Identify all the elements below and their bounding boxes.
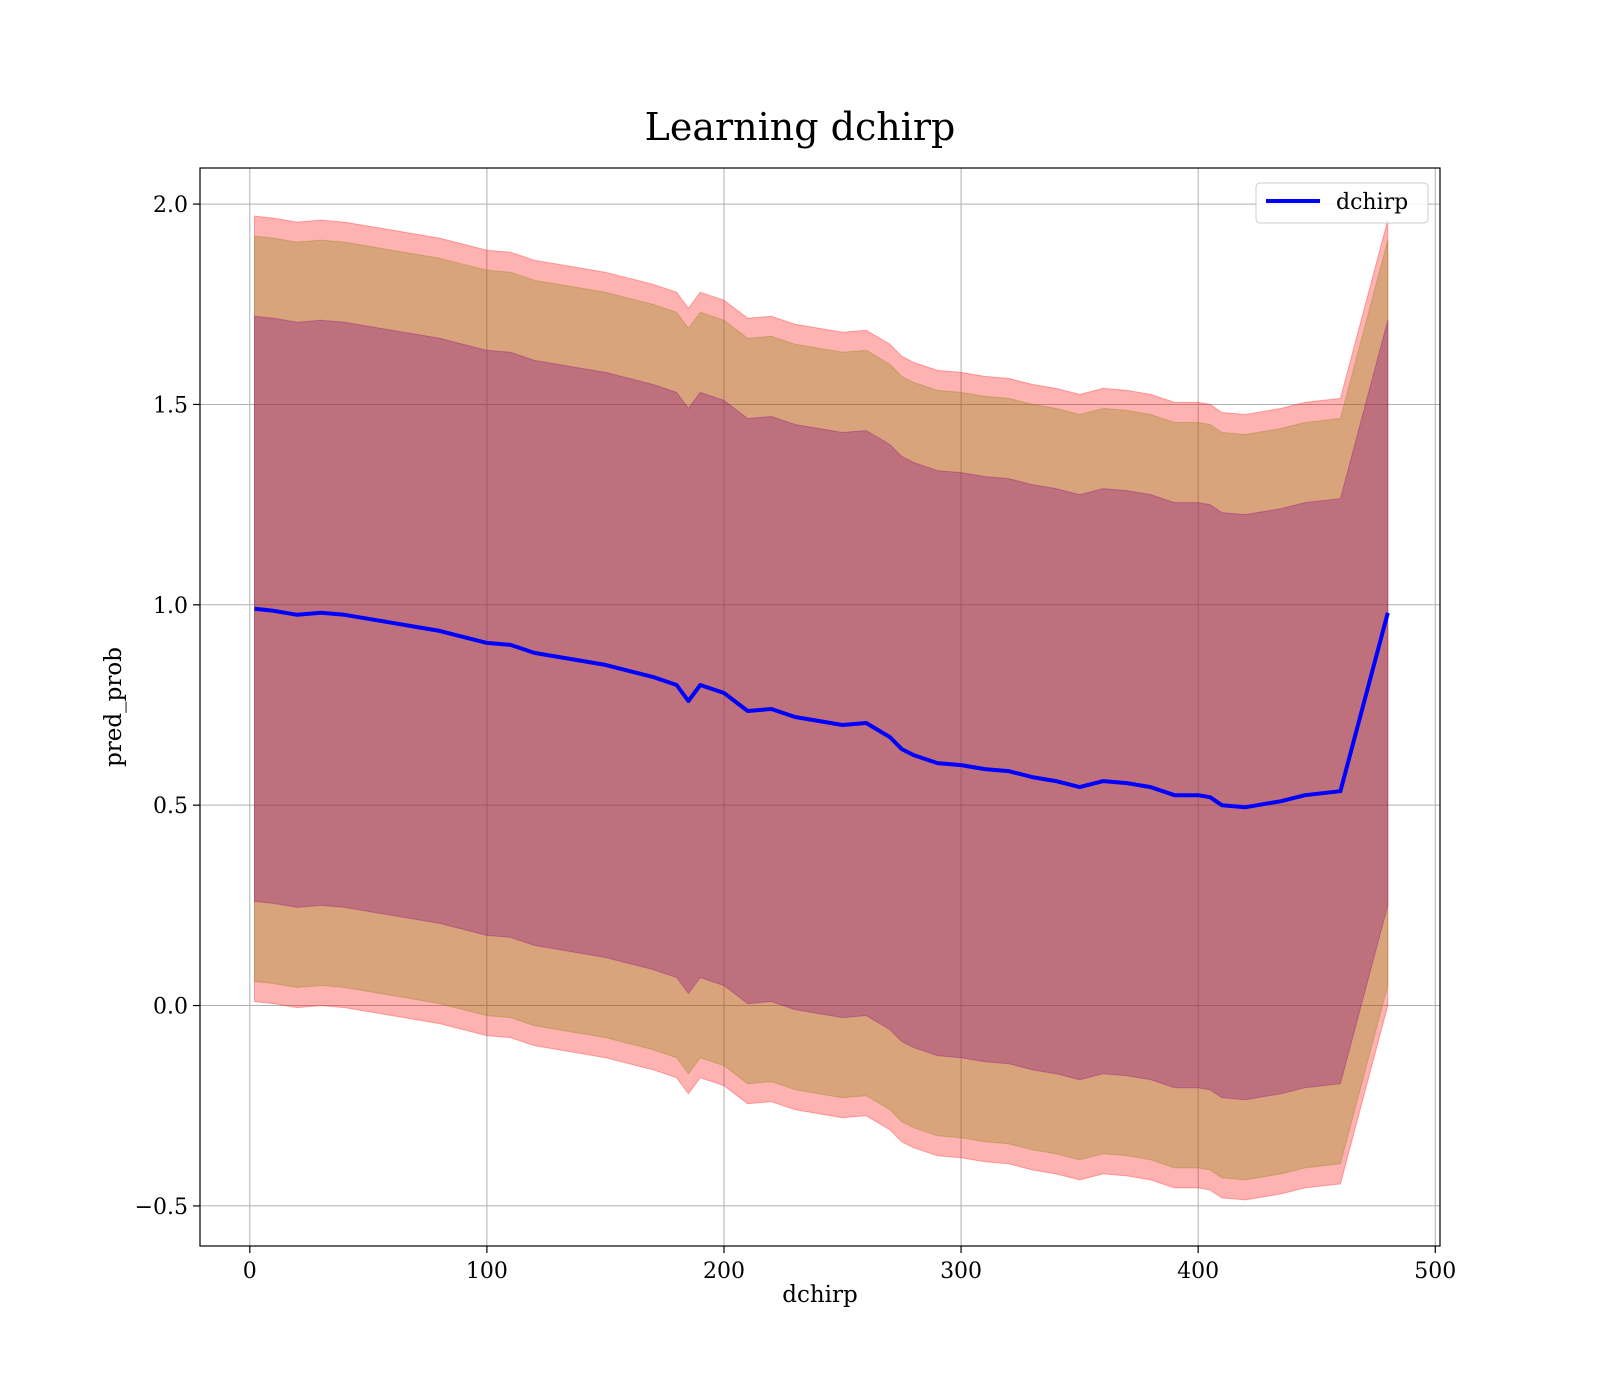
band-mid <box>254 235 1389 1181</box>
y-tick-label: 2.0 <box>153 193 188 218</box>
x-tick-label: 300 <box>940 1259 982 1284</box>
y-tick-label: 0.0 <box>153 995 188 1020</box>
confidence-bands <box>254 215 1389 1201</box>
x-tick-label: 200 <box>703 1259 745 1284</box>
x-tick-label: 400 <box>1177 1259 1219 1284</box>
y-tick-label: −0.5 <box>135 1195 188 1220</box>
series-line-dchirp <box>254 606 1390 810</box>
y-tick-label: 1.0 <box>153 594 188 619</box>
y-axis-title: pred_prob <box>101 647 127 767</box>
y-tick-label: 0.5 <box>153 794 188 819</box>
chart-title: Learning dchirp <box>645 105 956 149</box>
y-tick-label: 1.5 <box>153 393 188 418</box>
band-outer <box>254 215 1389 1201</box>
x-tick-label: 500 <box>1414 1259 1456 1284</box>
series-lines <box>254 606 1390 810</box>
legend-label-dchirp: dchirp <box>1336 190 1408 215</box>
legend: dchirp <box>1255 182 1429 224</box>
x-tick-label: 100 <box>466 1259 508 1284</box>
plot-frame <box>199 167 1441 1247</box>
legend-box <box>1255 182 1429 224</box>
band-inner <box>254 315 1389 1101</box>
grid-lines <box>200 168 1440 1246</box>
axis-ticks: 0 100 200 300 400 500 −0.5 0.0 0.5 1.0 1.5 2.0 <box>135 193 1457 1284</box>
x-tick-label: 0 <box>243 1259 257 1284</box>
x-axis-title: dchirp <box>782 1282 858 1308</box>
